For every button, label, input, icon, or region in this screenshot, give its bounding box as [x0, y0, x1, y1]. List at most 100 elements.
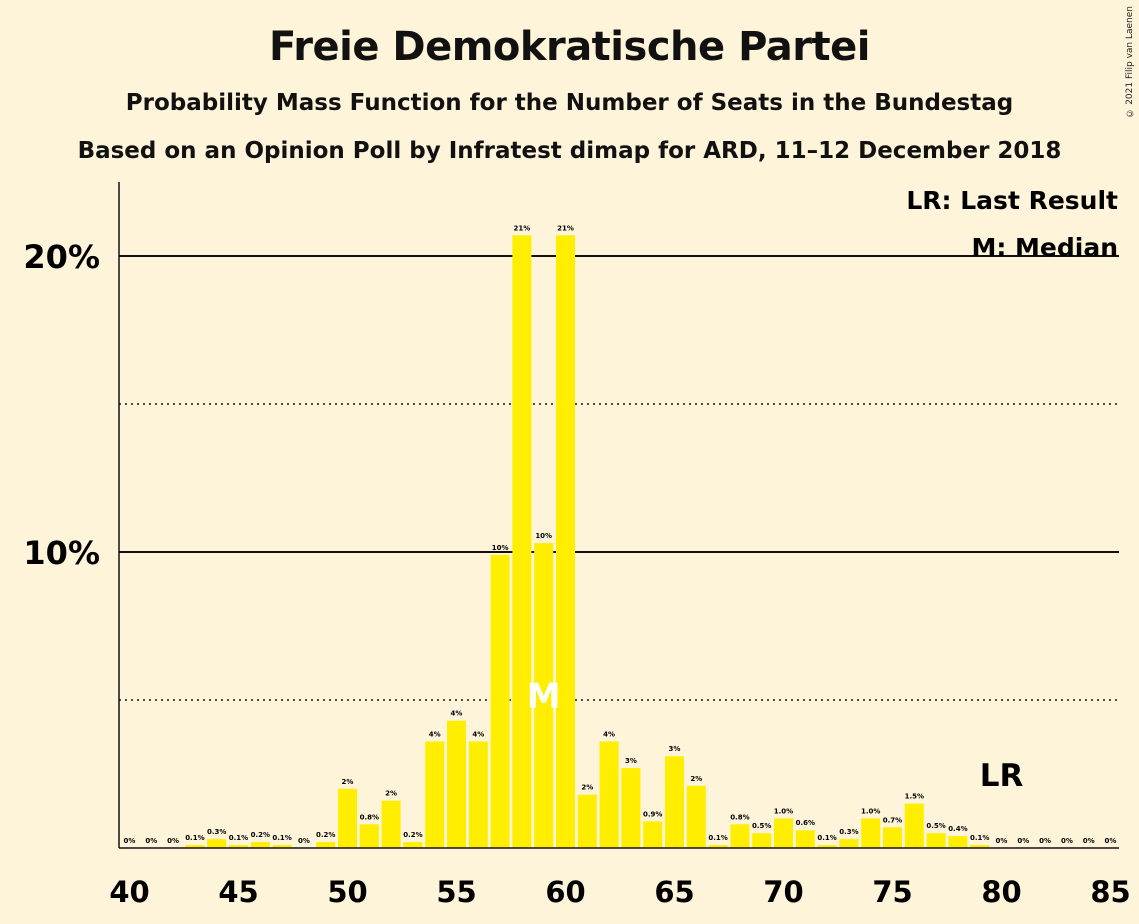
bar-label-seats-41: 0%: [145, 837, 157, 845]
bar-seats-78: [948, 836, 968, 848]
bar-label-seats-64: 0.9%: [643, 810, 662, 818]
bar-seats-69: [752, 833, 772, 848]
x-tick-label: 80: [981, 875, 1021, 909]
bar-label-seats-44: 0.3%: [207, 828, 226, 836]
bar-seats-56: [468, 741, 488, 848]
bar-label-seats-62: 4%: [603, 730, 615, 738]
bar-seats-59: [534, 543, 554, 848]
bar-label-seats-58: 21%: [514, 224, 531, 232]
y-tick-label: 10%: [23, 534, 100, 572]
legend-last-result: LR: Last Result: [906, 186, 1118, 215]
bar-label-seats-80: 0%: [996, 837, 1008, 845]
bar-label-seats-50: 2%: [342, 778, 354, 786]
bar-seats-62: [599, 741, 619, 848]
bar-label-seats-67: 0.1%: [708, 834, 727, 842]
bar-label-seats-66: 2%: [690, 775, 702, 783]
bar-label-seats-69: 0.5%: [752, 822, 771, 830]
bar-label-seats-48: 0%: [298, 837, 310, 845]
bar-label-seats-54: 4%: [429, 730, 441, 738]
bar-seats-72: [817, 845, 837, 848]
bar-seats-50: [338, 788, 357, 848]
bar-seats-77: [926, 833, 946, 848]
bar-label-seats-83: 0%: [1061, 837, 1073, 845]
bar-seats-46: [250, 842, 270, 848]
x-tick-label: 65: [654, 875, 694, 909]
chart-source-note: Based on an Opinion Poll by Infratest di…: [77, 138, 1062, 164]
bar-seats-61: [577, 794, 597, 848]
x-tick-label: 45: [218, 875, 258, 909]
bar-seats-64: [643, 821, 663, 848]
bar-seats-68: [730, 824, 750, 848]
bar-seats-75: [883, 827, 902, 848]
bar-label-seats-70: 1.0%: [774, 807, 793, 815]
bar-seats-65: [665, 756, 684, 848]
bar-seats-66: [686, 785, 706, 848]
bar-label-seats-53: 0.2%: [403, 831, 422, 839]
bar-seats-53: [403, 842, 423, 848]
bar-label-seats-85: 0%: [1105, 837, 1117, 845]
bar-label-seats-55: 4%: [451, 710, 463, 718]
bar-label-seats-63: 3%: [625, 757, 637, 765]
gridlines: [119, 255, 1119, 701]
bar-label-seats-40: 0%: [124, 837, 136, 845]
bar-label-seats-51: 0.8%: [360, 813, 379, 821]
bar-seats-57: [490, 554, 510, 848]
bar-label-seats-79: 0.1%: [970, 834, 989, 842]
chart-subtitle: Probability Mass Function for the Number…: [125, 90, 1014, 116]
bar-seats-71: [795, 830, 815, 848]
bar-seats-45: [229, 845, 248, 848]
y-tick-label: 20%: [23, 238, 100, 276]
bar-seats-63: [621, 768, 641, 848]
bar-label-seats-45: 0.1%: [229, 834, 248, 842]
bar-label-seats-76: 1.5%: [905, 793, 924, 801]
last-result-marker: LR: [980, 758, 1024, 794]
bar-label-seats-82: 0%: [1039, 837, 1051, 845]
bar-label-seats-65: 3%: [669, 745, 681, 753]
bar-seats-60: [556, 235, 575, 848]
bar-label-seats-52: 2%: [385, 790, 397, 798]
bar-label-seats-84: 0%: [1083, 837, 1095, 845]
bar-label-seats-60: 21%: [557, 224, 574, 232]
bars: [185, 235, 990, 848]
median-marker: M: [527, 677, 561, 717]
bar-seats-54: [425, 741, 445, 848]
bar-seats-51: [359, 824, 379, 848]
bar-seats-58: [512, 235, 532, 848]
bar-seats-49: [316, 842, 336, 848]
axes: [118, 182, 1119, 849]
bar-label-seats-42: 0%: [167, 837, 179, 845]
bar-label-seats-56: 4%: [472, 730, 484, 738]
x-tick-label: 70: [763, 875, 803, 909]
legend-median: M: Median: [971, 233, 1118, 262]
bar-seats-52: [381, 800, 401, 848]
bar-label-seats-73: 0.3%: [839, 828, 858, 836]
bar-label-seats-78: 0.4%: [948, 825, 967, 833]
bar-label-seats-75: 0.7%: [883, 816, 902, 824]
x-tick-label: 85: [1090, 875, 1130, 909]
bar-seats-47: [272, 845, 292, 848]
markers: M LR: [527, 677, 1024, 794]
bar-seats-76: [904, 803, 924, 848]
x-tick-labels: 40 45 50 55 60 65 70 75 80 85: [109, 875, 1130, 909]
bar-label-seats-57: 10%: [492, 544, 509, 552]
x-tick-label: 55: [436, 875, 476, 909]
bar-label-seats-47: 0.1%: [272, 834, 291, 842]
bar-seats-44: [207, 839, 227, 848]
bar-label-seats-74: 1.0%: [861, 807, 880, 815]
x-tick-label: 40: [109, 875, 149, 909]
bar-seats-79: [970, 845, 990, 848]
chart-title: Freie Demokratische Partei: [268, 24, 871, 70]
bar-label-seats-43: 0.1%: [185, 834, 204, 842]
bar-seats-43: [185, 845, 205, 848]
y-tick-labels: 10% 20%: [23, 238, 100, 572]
bar-label-seats-49: 0.2%: [316, 831, 335, 839]
bar-label-seats-68: 0.8%: [730, 813, 749, 821]
x-tick-label: 50: [327, 875, 367, 909]
bar-label-seats-61: 2%: [581, 784, 593, 792]
x-tick-label: 60: [545, 875, 585, 909]
bar-label-seats-81: 0%: [1017, 837, 1029, 845]
bar-seats-70: [774, 818, 793, 848]
bar-label-seats-59: 10%: [535, 532, 552, 540]
x-tick-label: 75: [872, 875, 912, 909]
